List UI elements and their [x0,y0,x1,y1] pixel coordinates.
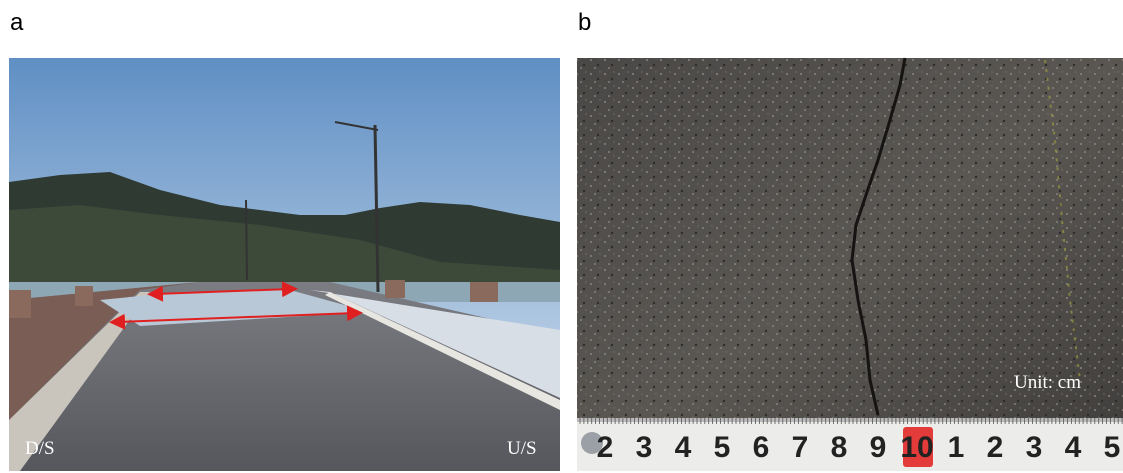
unit-label: Unit: cm [1014,372,1081,393]
ruler-label: 6 [753,431,770,464]
ruler-label: 3 [636,431,653,464]
ruler-label: 5 [1104,431,1121,464]
direction-label: U/S [507,438,537,459]
photo-a: D/S U/S [9,58,560,471]
ruler-label: 4 [1065,431,1082,464]
ruler-label: 3 [1026,431,1043,464]
ruler-label: 5 [714,431,731,464]
figure-svg: a b D/S U/S Unit: cm 234567891012345 [0,0,1123,473]
direction-label: D/S [25,438,55,459]
ruler-label: 7 [792,431,809,464]
ruler-label: 4 [675,431,692,464]
ruler-label: 8 [831,431,848,464]
ruler-label: 1 [948,431,965,464]
ruler-label: 2 [987,431,1004,464]
panel-label: b [578,9,591,36]
figure: a b D/S U/S Unit: cm 234567891012345 [0,0,1123,473]
ruler-label: 2 [597,431,614,464]
panel-label: a [10,9,24,36]
ruler-label: 10 [900,431,933,464]
ruler-label: 9 [870,431,887,464]
